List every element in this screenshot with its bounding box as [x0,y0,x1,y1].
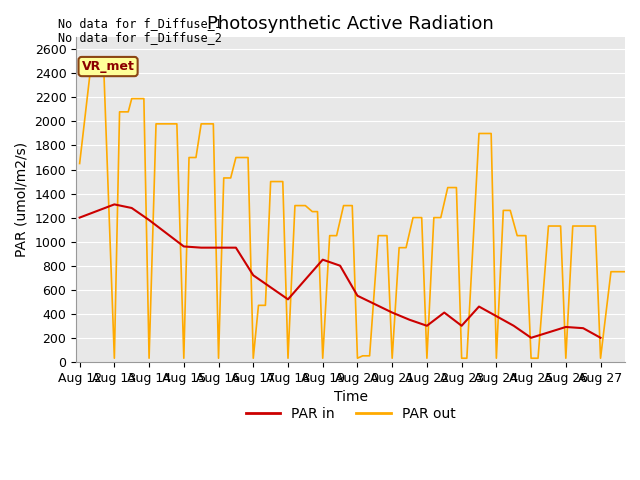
Legend: PAR in, PAR out: PAR in, PAR out [240,401,461,426]
Text: VR_met: VR_met [82,60,134,73]
Title: Photosynthetic Active Radiation: Photosynthetic Active Radiation [207,15,494,33]
Text: No data for f_Diffuse_2: No data for f_Diffuse_2 [58,31,221,44]
X-axis label: Time: Time [333,390,367,404]
Y-axis label: PAR (umol/m2/s): PAR (umol/m2/s) [15,142,29,257]
Text: No data for f_Diffuse_1: No data for f_Diffuse_1 [58,17,221,30]
